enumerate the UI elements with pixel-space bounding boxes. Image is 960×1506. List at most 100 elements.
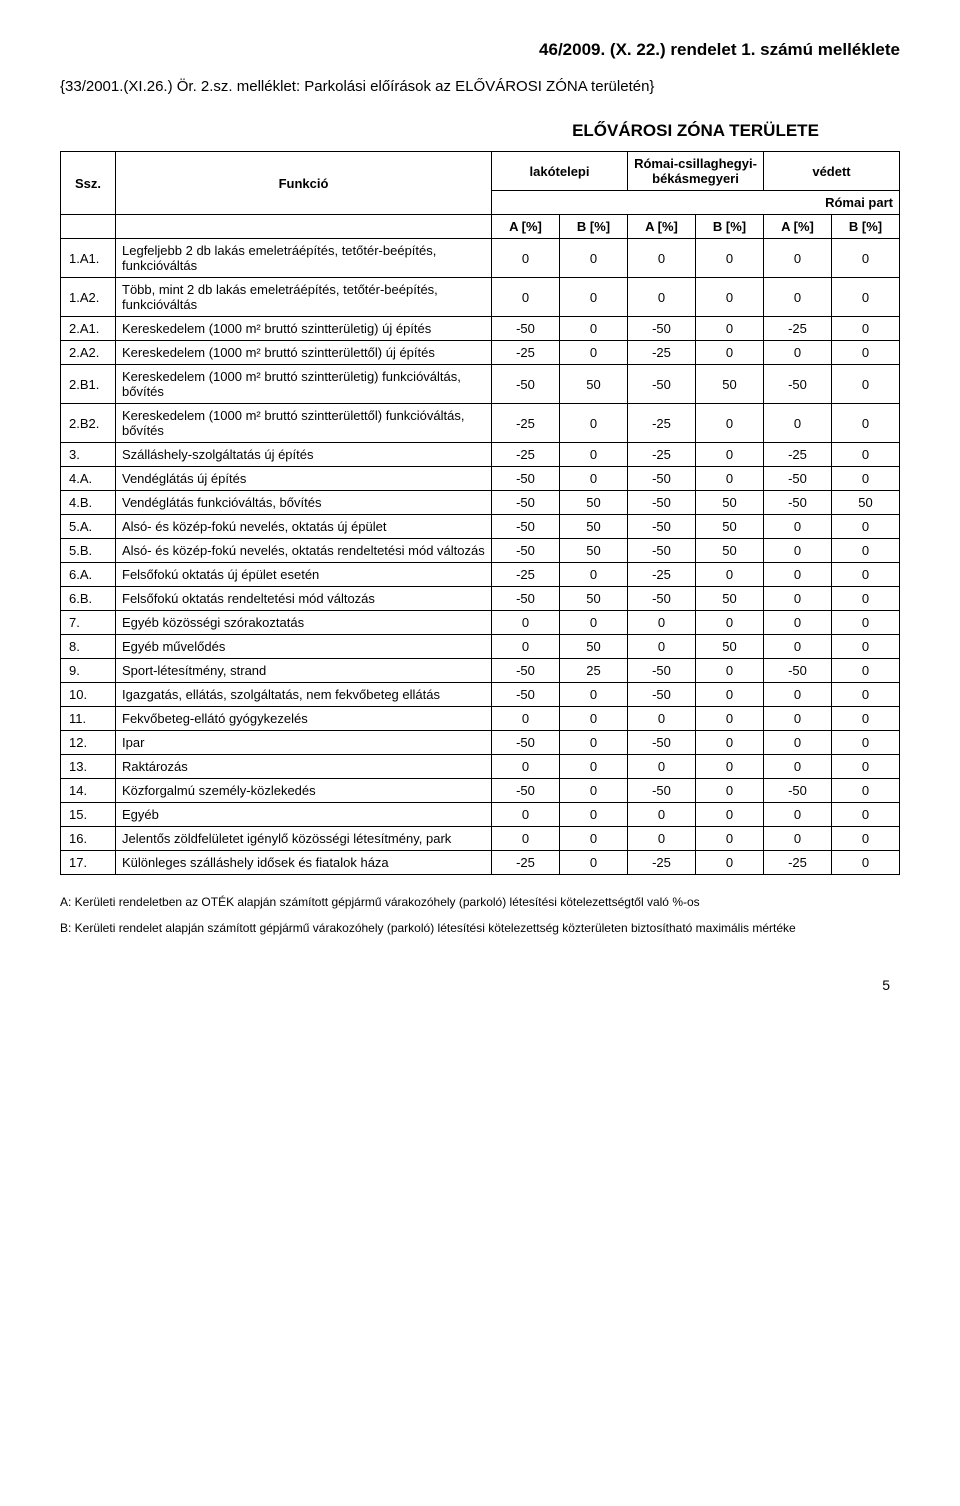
cell-ssz: 7. [61,611,116,635]
cell-value: 0 [628,239,696,278]
table-row: 16.Jelentős zöldfelületet igénylő közöss… [61,827,900,851]
cell-value: 0 [696,239,764,278]
cell-value: 0 [696,755,764,779]
cell-value: -25 [764,317,832,341]
col-header-a1: A [%] [492,215,560,239]
cell-ssz: 1.A2. [61,278,116,317]
cell-value: 50 [696,491,764,515]
cell-value: 0 [764,731,832,755]
cell-ssz: 6.A. [61,563,116,587]
cell-value: 0 [764,803,832,827]
cell-value: 0 [560,563,628,587]
cell-value: 0 [696,443,764,467]
cell-func: Jelentős zöldfelületet igénylő közösségi… [116,827,492,851]
table-row: 5.A.Alsó- és közép-fokú nevelés, oktatás… [61,515,900,539]
page-number: 5 [60,977,900,993]
cell-func: Vendéglátás funkcióváltás, bővítés [116,491,492,515]
cell-value: 0 [696,563,764,587]
cell-value: 0 [696,707,764,731]
table-row: 2.A2.Kereskedelem (1000 m² bruttó szintt… [61,341,900,365]
cell-value: -25 [492,341,560,365]
cell-value: 0 [832,278,900,317]
cell-value: 0 [832,779,900,803]
cell-value: -50 [492,467,560,491]
cell-ssz: 14. [61,779,116,803]
cell-value: 0 [628,707,696,731]
cell-value: -50 [628,515,696,539]
cell-value: 0 [832,659,900,683]
cell-value: 0 [764,539,832,563]
col-header-group1: lakótelepi [492,152,628,191]
zone-title: ELŐVÁROSI ZÓNA TERÜLETE [572,121,819,140]
cell-value: 0 [628,827,696,851]
cell-value: -25 [764,443,832,467]
cell-func: Kereskedelem (1000 m² bruttó szintterüle… [116,365,492,404]
cell-value: 0 [832,539,900,563]
cell-func: Felsőfokú oktatás rendeltetési mód válto… [116,587,492,611]
cell-ssz: 3. [61,443,116,467]
col-header-rightlabel: Római part [764,191,900,215]
cell-value: 0 [696,803,764,827]
cell-value: 0 [832,317,900,341]
cell-value: -50 [492,539,560,563]
cell-func: Kereskedelem (1000 m² bruttó szintterüle… [116,341,492,365]
cell-value: 0 [560,851,628,875]
cell-value: 0 [764,683,832,707]
cell-ssz: 13. [61,755,116,779]
cell-value: 0 [492,827,560,851]
cell-func: Fekvőbeteg-ellátó gyógykezelés [116,707,492,731]
cell-value: 25 [560,659,628,683]
cell-func: Közforgalmú személy-közlekedés [116,779,492,803]
cell-value: 0 [832,683,900,707]
cell-value: -50 [492,587,560,611]
cell-func: Egyéb [116,803,492,827]
cell-value: -50 [492,365,560,404]
cell-value: 0 [764,587,832,611]
cell-value: 0 [832,827,900,851]
cell-func: Kereskedelem (1000 m² bruttó szintterüle… [116,317,492,341]
cell-value: 50 [560,539,628,563]
document-page: 46/2009. (X. 22.) rendelet 1. számú mell… [0,0,960,1023]
cell-ssz: 2.A2. [61,341,116,365]
cell-value: -50 [764,467,832,491]
table-row: 8.Egyéb művelődés05005000 [61,635,900,659]
cell-value: 0 [696,851,764,875]
cell-value: 0 [764,278,832,317]
cell-value: -50 [628,539,696,563]
cell-ssz: 12. [61,731,116,755]
cell-value: 0 [764,515,832,539]
cell-value: 0 [560,755,628,779]
cell-func: Raktározás [116,755,492,779]
table-body: 1.A1.Legfeljebb 2 db lakás emeletráépíté… [61,239,900,875]
cell-value: 0 [560,707,628,731]
cell-value: 0 [560,731,628,755]
cell-value: 0 [560,611,628,635]
cell-value: 0 [764,611,832,635]
table-row: 6.A.Felsőfokú oktatás új épület esetén-2… [61,563,900,587]
cell-value: -50 [492,317,560,341]
cell-ssz: 5.A. [61,515,116,539]
cell-value: 0 [764,341,832,365]
cell-value: 50 [696,539,764,563]
cell-ssz: 16. [61,827,116,851]
cell-value: -50 [492,683,560,707]
cell-value: -25 [628,563,696,587]
cell-value: 0 [560,404,628,443]
cell-ssz: 6.B. [61,587,116,611]
cell-ssz: 17. [61,851,116,875]
cell-ssz: 9. [61,659,116,683]
cell-value: 0 [628,755,696,779]
cell-value: 0 [696,683,764,707]
cell-value: 0 [832,341,900,365]
cell-value: 0 [832,611,900,635]
cell-value: 0 [696,467,764,491]
table-row: 3.Szálláshely-szolgáltatás új építés-250… [61,443,900,467]
col-header-b1: B [%] [560,215,628,239]
cell-value: -25 [492,404,560,443]
cell-value: 0 [832,515,900,539]
cell-value: 0 [832,404,900,443]
cell-value: 50 [696,365,764,404]
cell-ssz: 10. [61,683,116,707]
cell-func: Egyéb művelődés [116,635,492,659]
cell-value: 0 [832,707,900,731]
